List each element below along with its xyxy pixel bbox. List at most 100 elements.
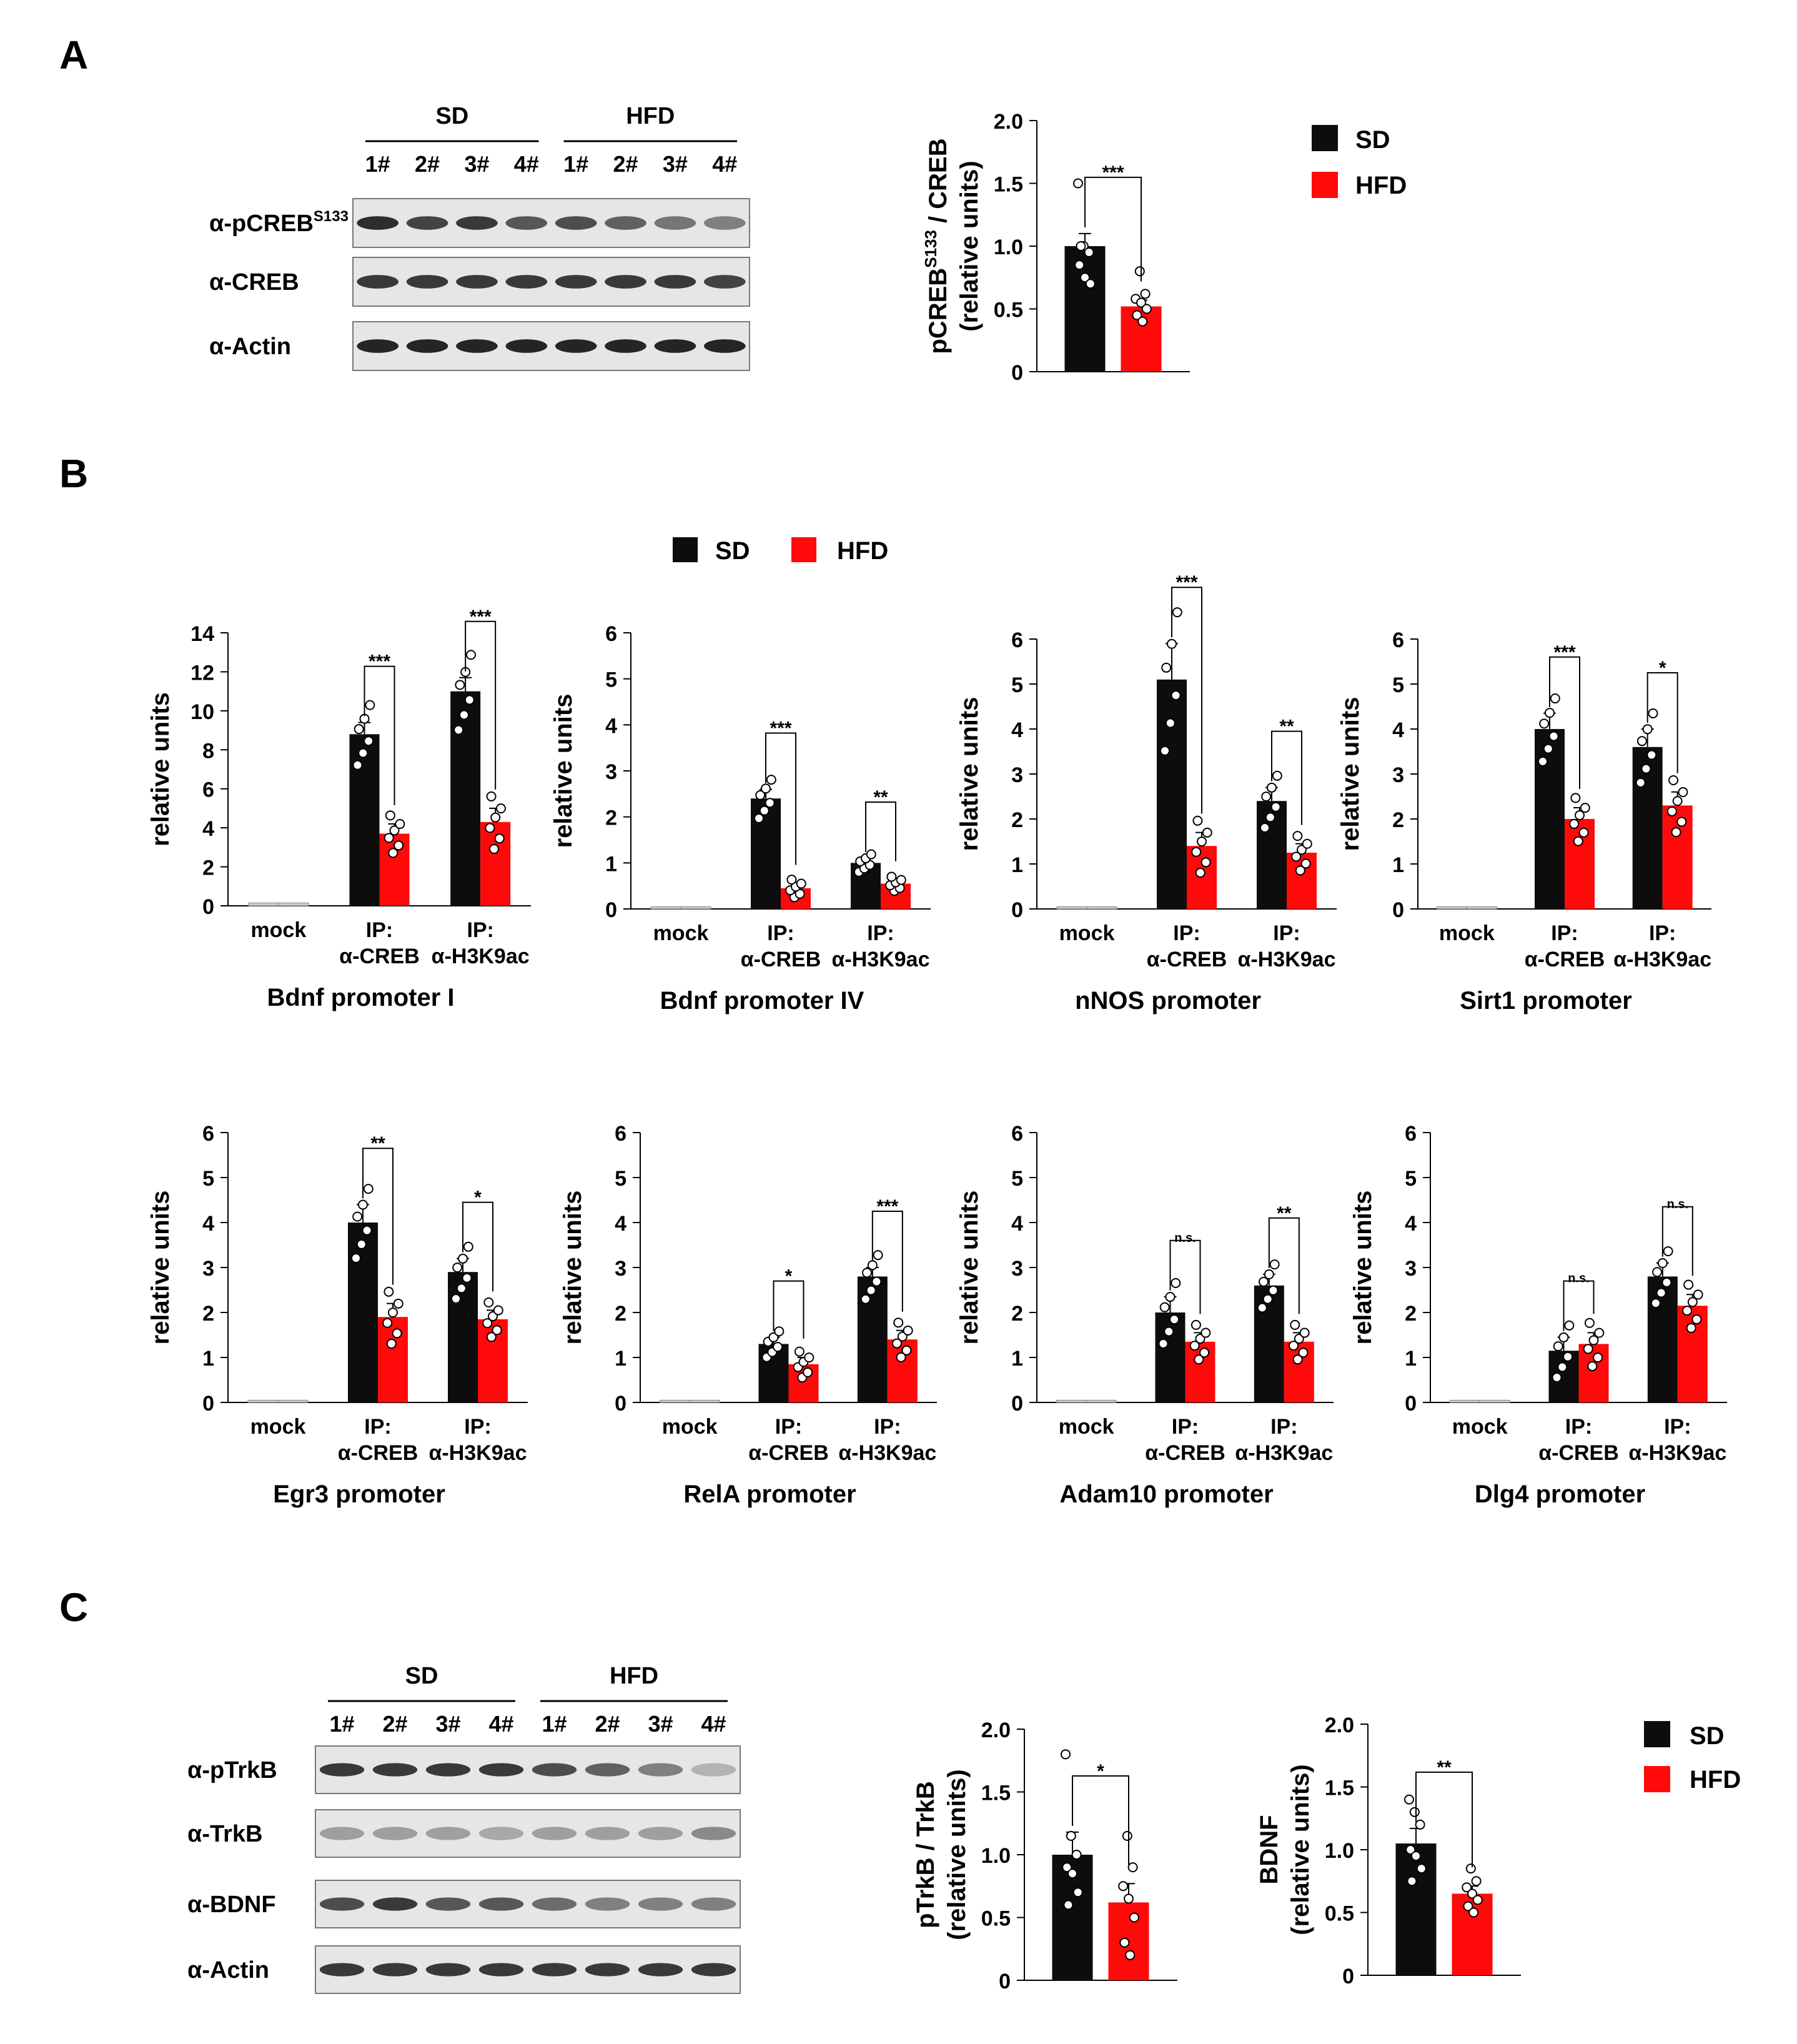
significance-bracket (1549, 656, 1580, 789)
panel-label-c: C (59, 1585, 88, 1630)
chart-c_ptrkb: 0 0.5 1.0 1.5 2.0 pTrkB / TrkB (relative units… (912, 1719, 1177, 1993)
y-tick-label: 4 (1011, 718, 1023, 742)
blot-band (319, 1897, 365, 1911)
data-point (759, 805, 770, 816)
data-point (903, 1325, 913, 1336)
lane-label: 1# (329, 1711, 354, 1737)
blot-band (456, 275, 498, 289)
data-point (485, 823, 495, 833)
data-point (352, 760, 363, 770)
y-tick-label: 0 (1011, 898, 1023, 922)
data-point (1642, 724, 1653, 735)
significance-label: *** (1553, 642, 1575, 663)
significance-label: * (785, 1266, 793, 1287)
data-point (1270, 801, 1281, 812)
bar-hfd (1479, 1399, 1510, 1403)
data-point (1129, 1912, 1139, 1923)
blot-band (505, 275, 548, 289)
blot-row-label: α-BDNF (187, 1892, 276, 1918)
data-point (754, 813, 764, 824)
data-point (803, 1367, 813, 1377)
data-point (1691, 1314, 1702, 1324)
y-tick-label: 0.5 (981, 1907, 1011, 1931)
panel-label-b: B (59, 451, 88, 496)
significance-bracket (1661, 1206, 1693, 1276)
x-tick-label-2: α-CREB (748, 1441, 829, 1465)
blot-row-label-sup: S133 (314, 208, 349, 225)
significance-bracket (1271, 730, 1302, 825)
blot-band (425, 1963, 471, 1977)
blot-band (456, 216, 498, 230)
y-tick-label: 1 (605, 852, 617, 876)
data-point (1267, 782, 1277, 793)
data-point (453, 725, 464, 735)
data-point (871, 1276, 882, 1287)
blot-band (425, 1827, 471, 1840)
data-point (1140, 289, 1151, 299)
y-tick-label: 6 (1011, 628, 1023, 652)
significance-bracket (773, 1280, 804, 1339)
blot-band (555, 275, 597, 289)
data-point (1122, 1830, 1132, 1841)
blot-row-label: α-pTrkB (187, 1757, 277, 1784)
blot-row-label-text: α-pTrkB (187, 1757, 277, 1784)
lane-label: 4# (488, 1711, 513, 1737)
chart-title: Sirt1 promoter (1460, 987, 1632, 1015)
data-point (354, 724, 364, 735)
x-tick-label-2: α-CREB (339, 945, 420, 968)
y-axis-label: pTrkB / TrkB (912, 1781, 939, 1928)
data-point (1172, 607, 1182, 618)
data-point (1405, 1845, 1416, 1855)
blot-band (319, 1827, 365, 1840)
lane-label: 1# (365, 151, 390, 177)
legend-hfd-label: HFD (837, 537, 888, 565)
data-point (1261, 791, 1272, 802)
lane-label: 2# (613, 151, 638, 177)
x-tick-label: IP: (464, 1415, 491, 1439)
legend-hfd-swatch (1312, 172, 1338, 198)
bar-sd (1157, 679, 1187, 909)
blot-band (654, 275, 696, 289)
data-point (1564, 1320, 1575, 1331)
x-tick-label: IP: (1273, 921, 1300, 945)
blot-band (605, 216, 646, 230)
lane-label: 3# (648, 1711, 673, 1737)
x-tick-label: mock (1452, 1415, 1508, 1439)
data-point (364, 736, 374, 747)
blot-band (456, 339, 498, 353)
blot-band (532, 1763, 577, 1777)
blot-band (372, 1897, 418, 1911)
data-point (1192, 815, 1203, 826)
x-tick-label: IP: (1270, 1415, 1297, 1439)
y-axis-label: relative units (956, 697, 983, 851)
chart-title: RelA promoter (683, 1481, 856, 1508)
data-point (896, 1352, 906, 1362)
blot-band (605, 339, 646, 353)
data-point (1171, 1278, 1181, 1288)
y-tick-label: 2 (1011, 808, 1023, 832)
y-tick-label: 8 (202, 739, 214, 763)
y-tick-label: 2 (615, 1302, 626, 1326)
data-point (1580, 803, 1590, 813)
blot-band (703, 339, 746, 353)
bar-sd (650, 906, 681, 910)
data-point (1666, 806, 1677, 816)
bar-sd (348, 1223, 378, 1402)
data-point (1195, 867, 1205, 878)
data-point (1693, 1289, 1703, 1300)
y-tick-label: 4 (605, 714, 617, 738)
data-point (1085, 279, 1096, 289)
data-point (1137, 316, 1148, 327)
data-point (388, 1307, 398, 1318)
lane-label: 1# (542, 1711, 567, 1737)
data-point (495, 803, 506, 814)
data-point (1132, 310, 1142, 320)
x-tick-label: mock (250, 918, 306, 942)
data-point (490, 812, 501, 823)
x-tick-label: IP: (1172, 1415, 1199, 1439)
data-point (1467, 1888, 1477, 1899)
lane-label: 2# (415, 151, 440, 177)
significance-label: n.s. (1667, 1198, 1688, 1211)
chart-title: Adam10 promoter (1059, 1481, 1273, 1508)
